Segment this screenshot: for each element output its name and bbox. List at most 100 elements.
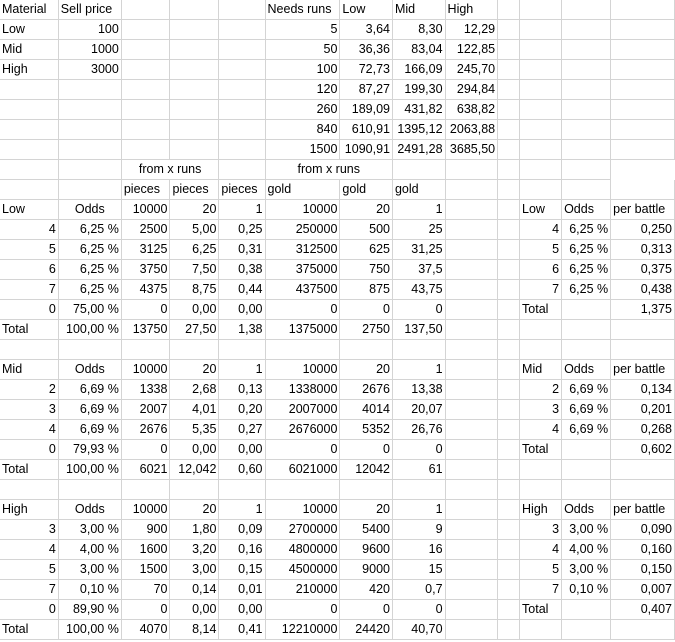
- cell[interactable]: 0,10 %: [58, 579, 122, 600]
- cell[interactable]: 0,602: [610, 439, 675, 460]
- cell[interactable]: [0, 119, 59, 140]
- cell[interactable]: 0: [339, 599, 393, 620]
- cell[interactable]: [121, 19, 171, 40]
- cell[interactable]: [121, 139, 171, 160]
- cell[interactable]: [58, 99, 122, 120]
- cell[interactable]: [497, 499, 521, 520]
- cell[interactable]: [497, 259, 521, 280]
- cell[interactable]: 0: [121, 599, 171, 620]
- cell[interactable]: 31,25: [392, 239, 446, 260]
- cell[interactable]: 70: [121, 579, 171, 600]
- cell[interactable]: 6021000: [265, 459, 341, 480]
- cell[interactable]: [561, 179, 612, 200]
- cell[interactable]: 0,09: [218, 519, 266, 540]
- cell[interactable]: [58, 139, 122, 160]
- cell[interactable]: [610, 179, 675, 200]
- cell[interactable]: High: [519, 499, 563, 520]
- cell[interactable]: per battle: [610, 359, 675, 380]
- cell[interactable]: 4: [519, 219, 563, 240]
- cell[interactable]: 900: [121, 519, 171, 540]
- cell[interactable]: [497, 159, 521, 180]
- cell[interactable]: Mid: [519, 359, 563, 380]
- cell[interactable]: 8,14: [169, 619, 220, 640]
- cell[interactable]: Odds: [561, 359, 612, 380]
- cell[interactable]: [561, 39, 612, 60]
- cell[interactable]: 43,75: [392, 279, 446, 300]
- cell[interactable]: 8,30: [392, 19, 446, 40]
- cell[interactable]: [561, 599, 612, 620]
- cell[interactable]: 0,090: [610, 519, 675, 540]
- cell[interactable]: [610, 59, 675, 80]
- cell[interactable]: 0: [121, 299, 171, 320]
- cell[interactable]: 20,07: [392, 399, 446, 420]
- cell[interactable]: Odds: [58, 199, 122, 220]
- cell[interactable]: 3: [519, 399, 563, 420]
- cell[interactable]: 1: [392, 359, 446, 380]
- cell[interactable]: 3125: [121, 239, 171, 260]
- cell[interactable]: [497, 239, 521, 260]
- cell[interactable]: [121, 0, 171, 20]
- cell[interactable]: Needs runs: [265, 0, 341, 20]
- cell[interactable]: 3,00 %: [58, 559, 122, 580]
- cell[interactable]: [610, 0, 675, 20]
- cell[interactable]: [497, 459, 521, 480]
- cell[interactable]: 4070: [121, 619, 171, 640]
- cell[interactable]: [497, 39, 521, 60]
- cell[interactable]: 0,25: [218, 219, 266, 240]
- cell[interactable]: [121, 79, 171, 100]
- cell[interactable]: [445, 599, 499, 620]
- cell[interactable]: 199,30: [392, 79, 446, 100]
- cell[interactable]: 5400: [339, 519, 393, 540]
- cell[interactable]: 13750: [121, 319, 171, 340]
- cell[interactable]: 0,375: [610, 259, 675, 280]
- cell[interactable]: [121, 39, 171, 60]
- cell[interactable]: [519, 139, 563, 160]
- cell[interactable]: [445, 439, 499, 460]
- cell[interactable]: 3,00 %: [561, 559, 612, 580]
- cell[interactable]: High: [445, 0, 499, 20]
- cell[interactable]: [497, 119, 521, 140]
- cell[interactable]: 2063,88: [445, 119, 499, 140]
- cell[interactable]: 3,20: [169, 539, 220, 560]
- cell[interactable]: [392, 339, 446, 360]
- cell[interactable]: 2676: [121, 419, 171, 440]
- cell[interactable]: 0,20: [218, 399, 266, 420]
- cell[interactable]: [561, 159, 612, 180]
- cell[interactable]: [561, 59, 612, 80]
- cell[interactable]: 2007000: [265, 399, 341, 420]
- cell[interactable]: 1375000: [265, 319, 341, 340]
- cell[interactable]: 37,5: [392, 259, 446, 280]
- cell[interactable]: [561, 119, 612, 140]
- cell[interactable]: 2500: [121, 219, 171, 240]
- cell[interactable]: Mid: [0, 359, 59, 380]
- cell[interactable]: 5: [265, 19, 341, 40]
- cell[interactable]: [561, 459, 612, 480]
- cell[interactable]: [58, 179, 122, 200]
- cell[interactable]: [0, 179, 59, 200]
- cell[interactable]: [121, 99, 171, 120]
- cell[interactable]: [561, 99, 612, 120]
- cell[interactable]: 12042: [339, 459, 393, 480]
- cell[interactable]: [497, 0, 521, 20]
- cell[interactable]: [58, 79, 122, 100]
- cell[interactable]: 5: [519, 239, 563, 260]
- cell[interactable]: [561, 479, 612, 500]
- cell[interactable]: [169, 139, 220, 160]
- cell[interactable]: 0: [121, 439, 171, 460]
- cell[interactable]: 7: [0, 279, 59, 300]
- cell[interactable]: 1395,12: [392, 119, 446, 140]
- cell[interactable]: [519, 339, 563, 360]
- cell[interactable]: gold: [392, 179, 446, 200]
- cell[interactable]: [497, 559, 521, 580]
- cell[interactable]: per battle: [610, 199, 675, 220]
- cell[interactable]: [497, 579, 521, 600]
- cell[interactable]: [497, 339, 521, 360]
- cell[interactable]: [610, 339, 675, 360]
- cell[interactable]: [169, 59, 220, 80]
- cell[interactable]: 4: [519, 539, 563, 560]
- cell[interactable]: 40,70: [392, 619, 446, 640]
- cell[interactable]: 100,00 %: [58, 459, 122, 480]
- cell[interactable]: [121, 119, 171, 140]
- cell[interactable]: 10000: [265, 199, 341, 220]
- cell[interactable]: 0: [392, 439, 446, 460]
